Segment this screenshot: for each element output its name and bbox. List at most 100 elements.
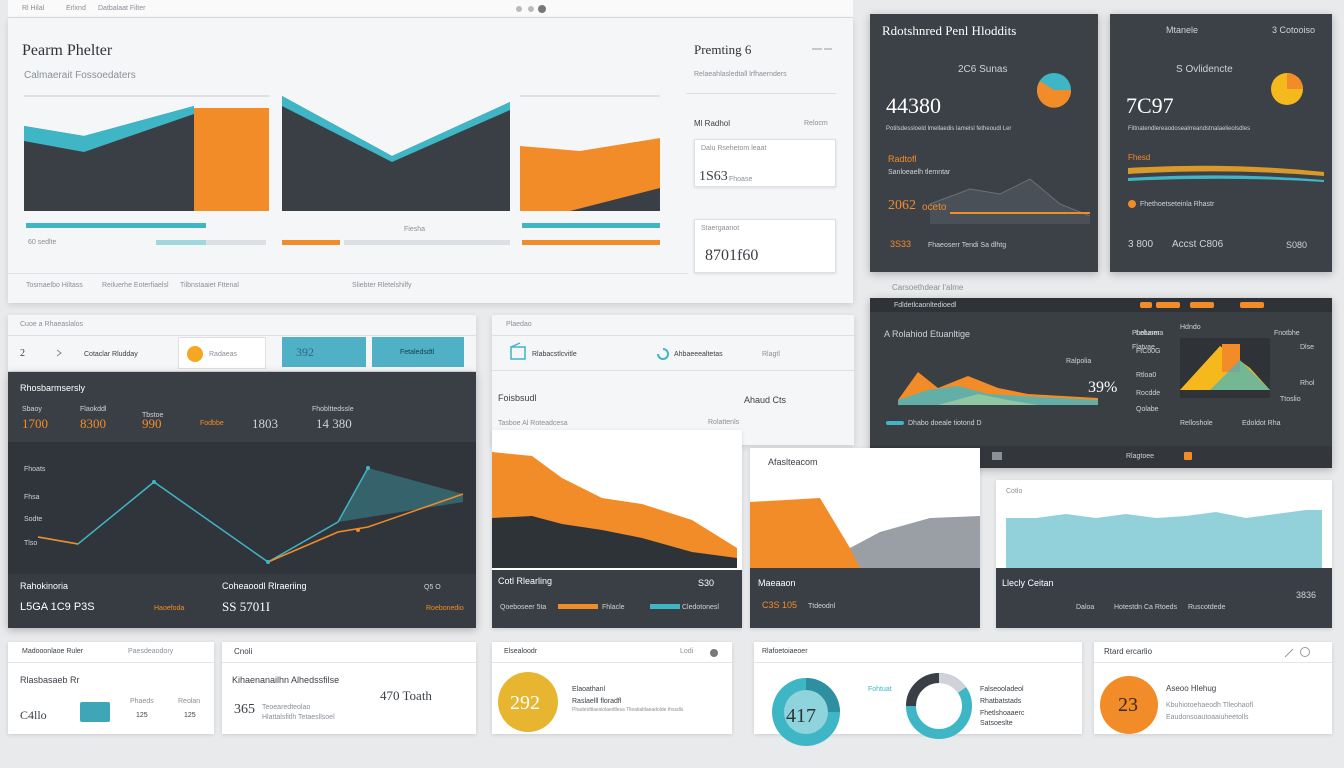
teal-donut [772, 678, 840, 746]
dark-panel-1-value2-suffix: oceto [922, 202, 947, 213]
dark-mid-footer-4: Rlagtoee [1126, 453, 1155, 460]
dark-panel-2-bands [1128, 165, 1324, 182]
bottom-card-3-divider [492, 662, 732, 663]
kpi-3-label: Tbstoe [142, 412, 164, 419]
star-icon[interactable] [1184, 452, 1192, 460]
dark-mid-area-chart [898, 372, 1098, 405]
mid-right-b-footer-v1: Daloa [1076, 604, 1095, 611]
side-subtitle: Relaeahlasledtall lrfhaernders [694, 71, 787, 78]
mid-left-btn-1[interactable]: 392 [282, 337, 366, 367]
side-divider [686, 93, 836, 94]
side-section-right: Relocm [804, 120, 828, 127]
mid-right-b-footer-num: 3836 [1296, 590, 1317, 600]
kpi-6-label: Fhoblttedssle [312, 406, 354, 413]
dot-icon[interactable] [710, 649, 718, 657]
footer-tab-4[interactable]: Sliebter Rletelshilfy [352, 282, 412, 289]
mid-center-caption: Plaedao [506, 321, 532, 328]
bottom-card-4-legend-4: Satsoeslte [980, 720, 1013, 727]
stat-card-2-value: 8701f60 [705, 247, 759, 264]
dark-mid-caption: Carsoethdear l'alme [892, 283, 964, 292]
bottom-card-5[interactable]: Rtard ercarlio 23 Aseoo Hlehug Kbuhiotoe… [1094, 642, 1332, 734]
stat-card-2[interactable]: Staergaanot 8701f60 [694, 219, 836, 273]
bottom-card-1[interactable]: Madooonlaoe Ruler Paesdeaodory Rlasbasae… [8, 642, 214, 734]
bottom-card-3-line-1: Elaoathanl [572, 686, 606, 693]
share-icon[interactable] [1284, 648, 1294, 658]
bottom-card-2[interactable]: Cnoli Kihaenanailhn Alhedssfilse 365 Teo… [222, 642, 476, 734]
bottom-card-5-title: Rtard ercarlio [1104, 647, 1153, 656]
dark-mid-legend: Pholuser Flatvae Ralpolia [1066, 330, 1166, 380]
dark-panel-1-kpi-label: 2C6 Sunas [958, 64, 1008, 75]
dark-mid-r3: Rhol [1300, 380, 1315, 387]
dark-mid-bottom [870, 446, 1332, 468]
mid-left-row-label: Cotaclar Rludday [84, 351, 138, 358]
dark-panel-1-line [929, 178, 1091, 224]
mid-left-chart-bg [8, 442, 476, 574]
main-panel: Pearm Phelter Calmaerait Fossoedaters 60… [8, 18, 853, 303]
bottom-card-1-col-2: Reolan [178, 698, 201, 705]
grid-icon[interactable] [992, 452, 1002, 460]
bottom-card-4[interactable]: Rlafoetoiaeoer 417 Fohtuat Falseooladeol… [754, 642, 1082, 746]
window-dots-icon[interactable] [513, 3, 549, 15]
dark-mid-v3: Rtloa0 [1136, 372, 1157, 379]
bottom-card-3-value: 292 [510, 692, 540, 714]
footer-right-label: Roebonedio [426, 605, 464, 612]
footer-mid-title: Coheaoodl Rlraeriing [222, 581, 307, 591]
footer-tab-2[interactable]: Reiluerhe Eoterfiaelsl [102, 282, 169, 289]
stat-card-1[interactable]: Dalu Rsehetom leaat 1S63 Fhoase [694, 139, 836, 187]
mid-right-b-footer-v2: Hotestdn [1114, 604, 1143, 611]
dark-panel-1-kpi-sub: Potilsdessloeld lmellaedis lamelsl fethe… [886, 126, 1012, 132]
bottom-card-1-value: C4llo [20, 708, 47, 722]
dark-panel-2-kpi: 7C97 [1126, 93, 1174, 118]
mid-left-btn-2[interactable]: Fetaledsdtl [372, 337, 464, 367]
dark-panel-2-kpi-sub: Filtnatendlereaodosealrreandstnalaelieol… [1128, 126, 1251, 132]
mid-center-section-right: Ahaud Cts [744, 395, 787, 405]
footer-tab-1[interactable]: Tosmaelbo Hiltass [26, 282, 83, 289]
bottom-card-4-value: 417 [786, 705, 816, 727]
mid-right-b-title: Cotlo [1006, 488, 1023, 495]
bottom-card-4-title: Rlafoetoiaeoer [762, 648, 808, 655]
expand-icon[interactable] [810, 45, 834, 53]
footer-tab-3[interactable]: Tilbnstaaiet Fttenal [180, 282, 239, 289]
dark-panel-2-footer-left: 3 800 [1128, 239, 1154, 250]
mid-right-a-chart [750, 498, 980, 568]
mid-right-a-footer-title: Maeaaon [758, 578, 796, 588]
donut-icon-1 [1036, 72, 1072, 108]
dark-panel-1-orange-bar [950, 212, 1090, 214]
stat-card-1-unit: Fhoase [729, 176, 753, 183]
refresh-icon[interactable] [656, 347, 670, 361]
mid-right-a-footer [750, 568, 980, 628]
gold-circle [498, 672, 558, 732]
bottom-card-2-title: Cnoli [234, 647, 253, 656]
bottom-card-3[interactable]: Elsealoodr Lodi 292 Elaoathanl Raslaelll… [492, 642, 732, 734]
chevron-right-icon[interactable] [56, 349, 62, 357]
bottom-card-2-label: Kihaenanailhn Alhedssfilse [232, 675, 340, 685]
kpi-5-value: 1803 [252, 416, 278, 431]
progress-bar-6 [522, 240, 660, 245]
settings-icon[interactable] [1300, 647, 1310, 657]
dark-panel-2-tag2: Fhethoetseteinla Rhastr [1140, 201, 1215, 208]
top-tab-2[interactable]: Erlxnd [66, 5, 86, 12]
dark-mid-footer-1: Dhabo doeale tiotond D [908, 420, 982, 427]
bottom-card-1-num-2: 125 [184, 712, 196, 719]
footer-mid-value: SS 5701I [222, 599, 271, 614]
mid-left-row-chip: Radaeas [209, 351, 238, 358]
bottom-card-1-divider [8, 662, 214, 663]
top-tab-1[interactable]: Rl Hilal [22, 5, 45, 12]
mid-center-row-label: Rlabacstlcvitle [532, 351, 577, 358]
legend-item-1: Pholuser [1132, 330, 1160, 337]
mid-center-footer-title: Cotl Rlearling [498, 576, 553, 586]
kpi-2-label: Flaokddl [80, 406, 107, 413]
kpi-1-label: Sbaoy [22, 406, 42, 413]
kpi-4-value: Fodbbe [200, 420, 224, 427]
mid-center-section: Foisbsudl [498, 393, 537, 403]
mid-left-line-chart [37, 466, 464, 564]
dark-mid-footer-chip [886, 421, 904, 425]
bottom-card-3-line-2: Raslaelll floradfl [572, 698, 622, 705]
bottom-card-4-legend-1: Falseooladeol [980, 686, 1024, 693]
mid-left-row-card[interactable]: Radaeas [178, 337, 266, 369]
teal-square-icon [80, 702, 110, 722]
mid-left-caption: Cuoe a Rhaeaslalos [20, 321, 84, 328]
dark-mid-header-chips [1140, 302, 1320, 308]
top-tab-3[interactable]: Datbalaat Filter [98, 5, 146, 12]
dark-panel-2-title-left: Mtanele [1166, 25, 1199, 35]
